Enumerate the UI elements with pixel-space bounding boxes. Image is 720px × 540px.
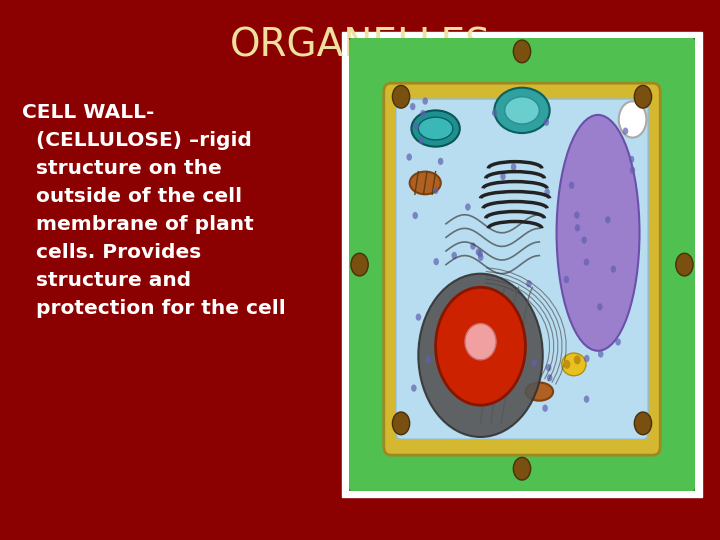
- Circle shape: [478, 254, 484, 261]
- Ellipse shape: [557, 115, 639, 351]
- Polygon shape: [366, 47, 678, 478]
- Circle shape: [500, 173, 505, 180]
- Circle shape: [544, 188, 550, 195]
- Circle shape: [569, 181, 575, 189]
- Circle shape: [413, 123, 418, 130]
- Circle shape: [676, 253, 693, 276]
- Circle shape: [351, 253, 368, 276]
- Circle shape: [574, 355, 581, 364]
- Circle shape: [584, 259, 589, 266]
- Circle shape: [476, 248, 481, 255]
- Circle shape: [465, 204, 471, 211]
- Circle shape: [597, 303, 603, 310]
- Circle shape: [546, 364, 552, 372]
- Circle shape: [420, 110, 426, 117]
- Circle shape: [564, 276, 569, 284]
- Circle shape: [513, 40, 531, 63]
- FancyBboxPatch shape: [396, 99, 648, 439]
- Circle shape: [547, 374, 552, 381]
- Circle shape: [413, 212, 418, 219]
- Circle shape: [426, 356, 431, 363]
- Circle shape: [418, 137, 424, 144]
- Ellipse shape: [495, 87, 549, 133]
- FancyBboxPatch shape: [346, 33, 698, 496]
- Bar: [342, 32, 702, 497]
- Ellipse shape: [526, 382, 553, 401]
- Ellipse shape: [465, 323, 496, 360]
- Circle shape: [477, 250, 483, 257]
- Circle shape: [623, 127, 629, 135]
- Circle shape: [470, 242, 476, 249]
- Circle shape: [544, 119, 549, 126]
- Ellipse shape: [562, 353, 586, 376]
- Circle shape: [436, 287, 526, 405]
- Circle shape: [433, 187, 438, 194]
- Circle shape: [611, 266, 616, 273]
- Circle shape: [564, 360, 570, 369]
- Circle shape: [634, 412, 652, 435]
- Circle shape: [526, 280, 532, 287]
- Circle shape: [618, 102, 647, 138]
- Circle shape: [438, 158, 444, 165]
- Circle shape: [532, 359, 537, 367]
- Circle shape: [451, 252, 457, 259]
- Circle shape: [415, 314, 421, 321]
- Circle shape: [392, 85, 410, 108]
- Circle shape: [410, 103, 415, 110]
- Text: CELL WALL-
  (CELLULOSE) –rigid
  structure on the
  outside of the cell
  membr: CELL WALL- (CELLULOSE) –rigid structure …: [22, 103, 285, 318]
- Circle shape: [392, 412, 410, 435]
- Circle shape: [513, 457, 531, 480]
- Circle shape: [616, 339, 621, 346]
- Circle shape: [581, 237, 587, 244]
- Circle shape: [492, 109, 498, 117]
- Circle shape: [542, 404, 548, 412]
- FancyBboxPatch shape: [384, 83, 660, 455]
- Text: ORGANELLES: ORGANELLES: [230, 27, 490, 65]
- Circle shape: [605, 216, 611, 224]
- Circle shape: [584, 395, 589, 403]
- Circle shape: [584, 355, 590, 362]
- Circle shape: [629, 156, 634, 163]
- Circle shape: [423, 97, 428, 105]
- Circle shape: [630, 166, 635, 174]
- Circle shape: [411, 384, 417, 391]
- Circle shape: [407, 153, 412, 161]
- Circle shape: [574, 212, 580, 219]
- Circle shape: [418, 274, 543, 437]
- Circle shape: [510, 163, 516, 171]
- Circle shape: [433, 258, 439, 265]
- Circle shape: [598, 350, 603, 357]
- Circle shape: [575, 224, 580, 232]
- Ellipse shape: [505, 97, 539, 124]
- Ellipse shape: [411, 110, 460, 147]
- Circle shape: [634, 85, 652, 108]
- Ellipse shape: [410, 172, 441, 194]
- Ellipse shape: [418, 117, 453, 140]
